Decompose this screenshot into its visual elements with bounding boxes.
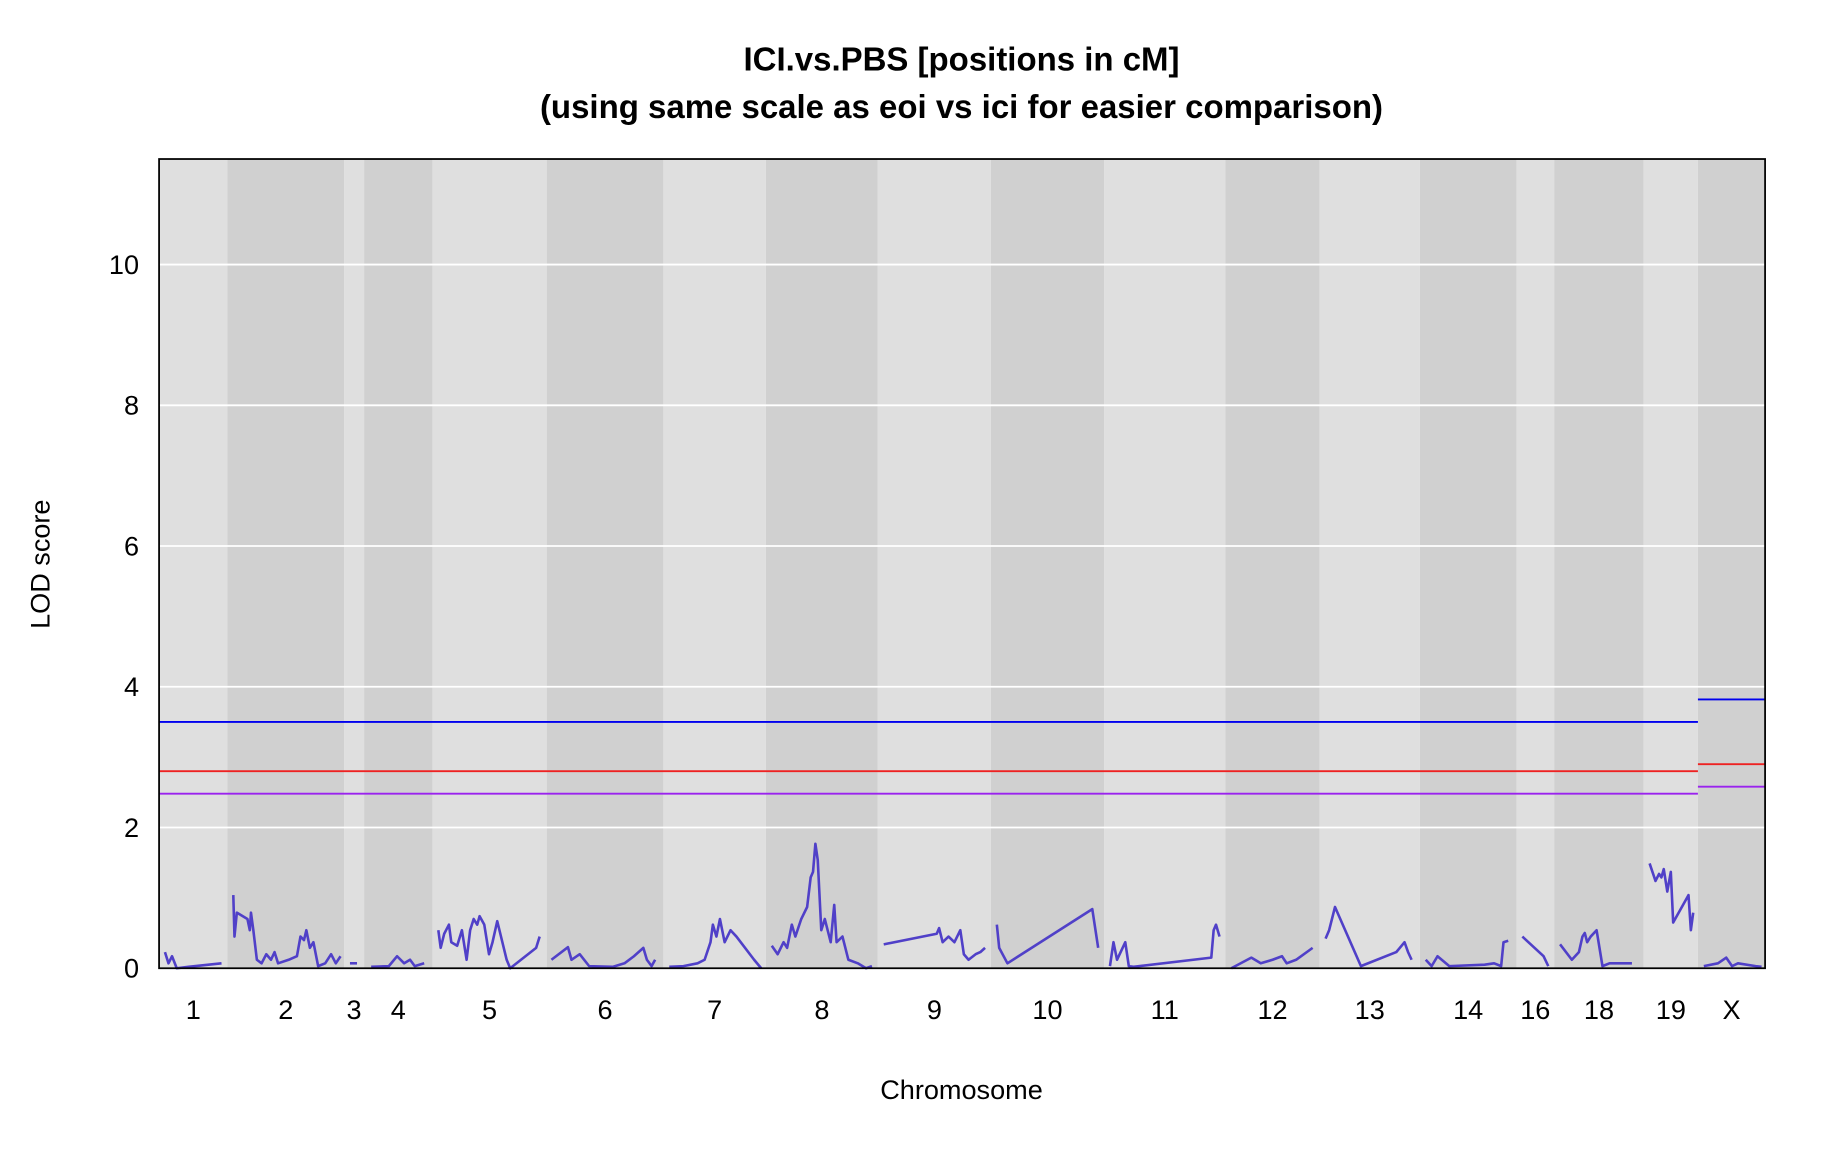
- lod-curve-chr-8: [770, 842, 873, 970]
- x-tick-label-2: 2: [278, 994, 293, 1025]
- x-tick-label-12: 12: [1257, 994, 1287, 1025]
- chromosome-band-7: [663, 159, 766, 969]
- x-tick-label-X: X: [1722, 994, 1740, 1025]
- lod-curve-chr-9: [883, 926, 986, 962]
- x-tick-label-10: 10: [1032, 994, 1062, 1025]
- y-tick-label-4: 4: [124, 671, 139, 702]
- chromosome-bands: [159, 159, 1766, 969]
- chromosome-band-12: [1225, 159, 1320, 969]
- x-tick-label-4: 4: [391, 994, 406, 1025]
- chromosome-band-2: [227, 159, 345, 969]
- lod-curve-chr-13: [1324, 905, 1413, 968]
- lod-curve-chr-19: [1648, 862, 1695, 932]
- gridlines: [159, 263, 1766, 829]
- x-tick-label-7: 7: [707, 994, 722, 1025]
- lod-curve-chr-7: [669, 917, 763, 970]
- y-tick-label-6: 6: [124, 530, 139, 561]
- y-tick-label-0: 0: [124, 953, 139, 984]
- lod-curve-chr-4: [371, 954, 425, 969]
- lod-curve-chr-16: [1521, 935, 1550, 967]
- chart-title: ICI.vs.PBS [positions in cM]: [743, 41, 1179, 78]
- x-tick-label-19: 19: [1656, 994, 1686, 1025]
- x-tick-label-3: 3: [347, 994, 362, 1025]
- lod-curve-chr-5: [437, 914, 541, 970]
- y-tick-label-10: 10: [109, 249, 139, 280]
- x-tick-labels: 1 2 3 4 5 6 7 8 9 10 11 12 13 14 16 18 19 X: [186, 994, 1741, 1025]
- x-tick-label-13: 13: [1355, 994, 1385, 1025]
- plot-frame: [158, 158, 1766, 970]
- lod-curve-chr-14: [1424, 939, 1509, 968]
- chromosome-band-X: [1697, 159, 1766, 969]
- chromosome-band-18: [1554, 159, 1644, 969]
- chromosome-band-19: [1643, 159, 1698, 969]
- x-tick-label-18: 18: [1584, 994, 1614, 1025]
- chromosome-band-8: [765, 159, 878, 969]
- y-tick-labels: 0 2 4 6 8 10: [109, 249, 139, 984]
- chromosome-band-6: [546, 159, 664, 969]
- chromosome-band-5: [432, 159, 547, 969]
- x-tick-label-16: 16: [1520, 994, 1550, 1025]
- lod-curve-chr-12: [1230, 946, 1314, 970]
- chart-subtitle: (using same scale as eoi vs ici for easi…: [540, 88, 1383, 125]
- x-tick-label-8: 8: [814, 994, 829, 1025]
- x-tick-label-5: 5: [482, 994, 497, 1025]
- x-tick-label-11: 11: [1151, 994, 1179, 1025]
- x-axis-label: Chromosome: [880, 1074, 1043, 1105]
- y-tick-label-8: 8: [124, 390, 139, 421]
- lod-curve-chr-11: [1108, 923, 1221, 969]
- chromosome-band-3: [344, 159, 365, 969]
- chromosome-band-10: [990, 159, 1105, 969]
- y-axis-label: LOD score: [24, 500, 55, 629]
- chromosome-band-1: [159, 159, 228, 969]
- x-tick-label-6: 6: [598, 994, 613, 1025]
- chromosome-band-13: [1319, 159, 1420, 969]
- chromosome-band-4: [364, 159, 433, 969]
- chromosome-band-16: [1516, 159, 1555, 969]
- lod-curve-chr-6: [550, 945, 657, 969]
- chromosome-band-11: [1104, 159, 1226, 969]
- lod-curve-chr-X: [1703, 956, 1762, 969]
- lod-curve-chr-1: [163, 951, 222, 970]
- threshold-lines: [159, 698, 1766, 795]
- x-tick-label-14: 14: [1453, 994, 1483, 1025]
- x-tick-label-9: 9: [927, 994, 942, 1025]
- lod-curve-chr-10: [995, 907, 1100, 965]
- lod-curve-chr-18: [1559, 928, 1632, 968]
- chromosome-band-9: [877, 159, 991, 969]
- x-tick-label-1: 1: [186, 994, 201, 1025]
- lod-curves: [163, 842, 1762, 970]
- chromosome-band-14: [1419, 159, 1517, 969]
- y-tick-label-2: 2: [124, 812, 139, 843]
- lod-curve-chr-2: [232, 895, 342, 968]
